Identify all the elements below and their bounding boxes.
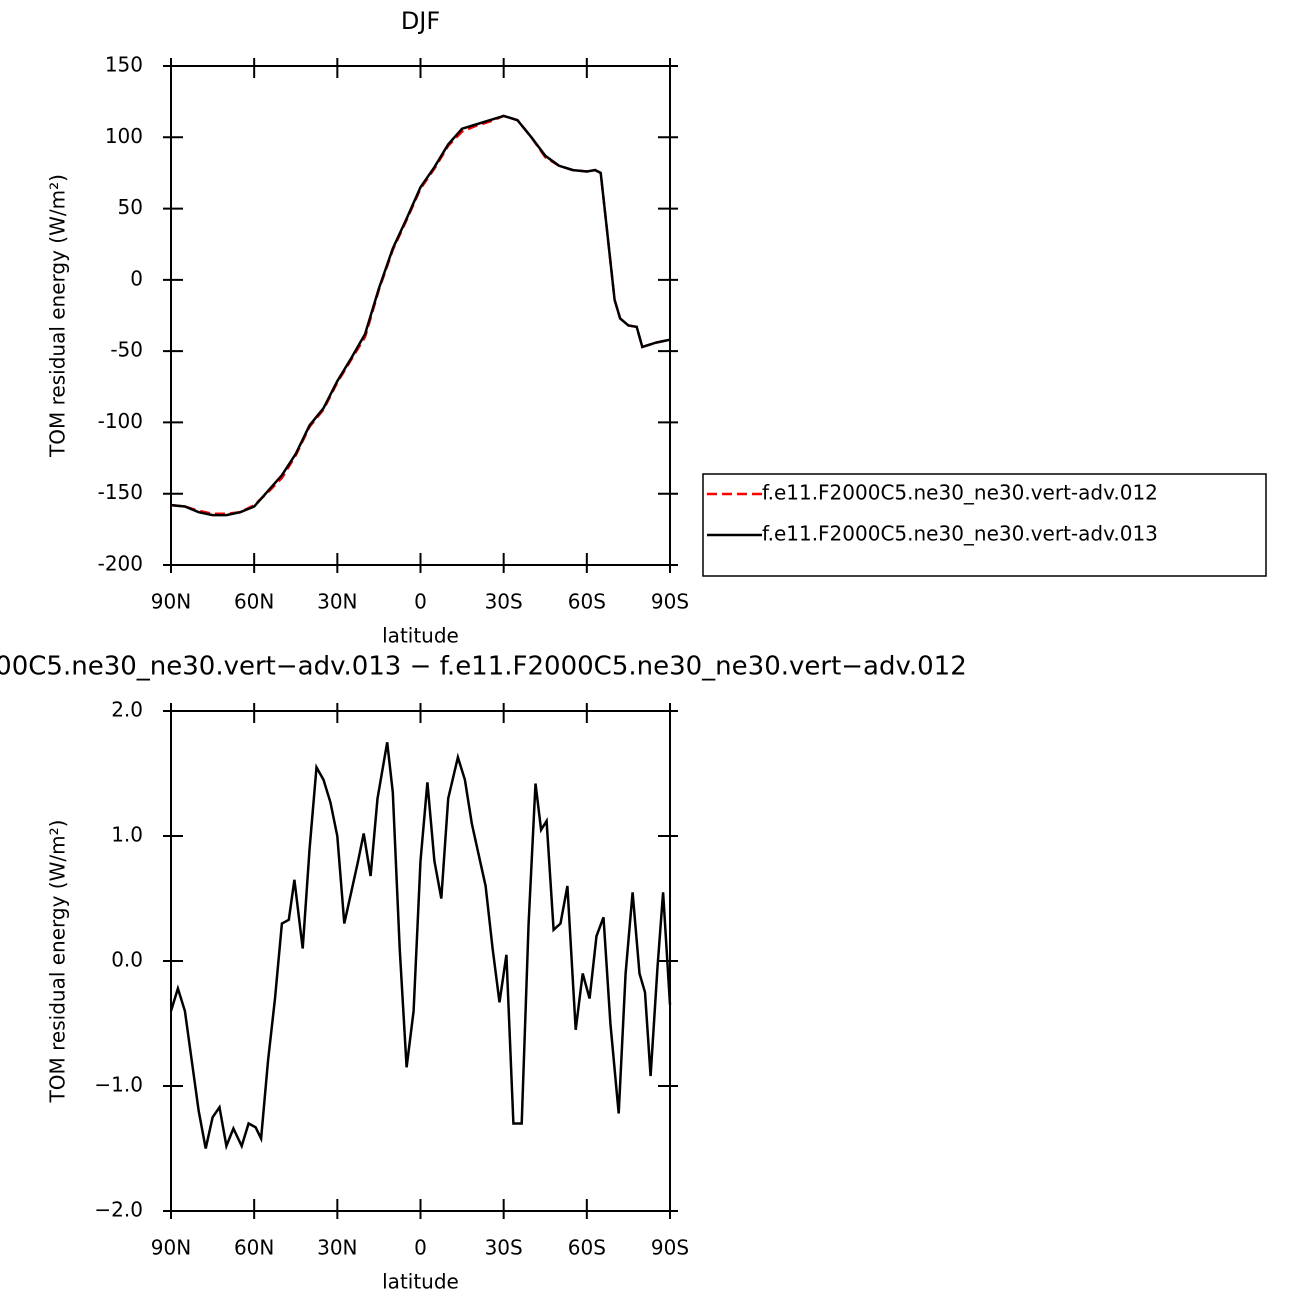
y-axis-label: TOM residual energy (W/m²) xyxy=(46,174,70,458)
data-line xyxy=(169,742,672,1151)
y-tick-label: 1.0 xyxy=(111,823,143,847)
x-tick-label: 30N xyxy=(317,590,357,614)
y-tick-label: −1.0 xyxy=(94,1073,143,1097)
x-tick-label: 90N xyxy=(151,1236,191,1260)
y-tick-label: -100 xyxy=(98,409,143,433)
y-tick-label: 2.0 xyxy=(111,698,143,722)
x-tick-label: 60S xyxy=(568,590,606,614)
x-tick-label: 60N xyxy=(234,590,274,614)
legend-box xyxy=(702,473,1267,577)
legend-label: f.e11.F2000C5.ne30_ne30.vert-adv.013 xyxy=(762,522,1158,546)
y-tick-label: 100 xyxy=(105,124,143,148)
y-tick-label: -200 xyxy=(98,552,143,576)
y-tick-label: -50 xyxy=(110,338,143,362)
y-axis-label: TOM residual energy (W/m²) xyxy=(46,820,70,1104)
x-tick-label: 30N xyxy=(317,1236,357,1260)
y-tick-label: 50 xyxy=(118,195,143,219)
x-tick-label: 60S xyxy=(568,1236,606,1260)
x-tick-label: 0 xyxy=(414,590,427,614)
x-tick-label: 60N xyxy=(234,1236,274,1260)
x-tick-label: 30S xyxy=(485,590,523,614)
legend-label: f.e11.F2000C5.ne30_ne30.vert-adv.012 xyxy=(762,481,1158,505)
x-tick-label: 90S xyxy=(651,1236,689,1260)
y-tick-label: 150 xyxy=(105,53,143,77)
plot-frame xyxy=(170,65,671,566)
y-tick-label: -150 xyxy=(98,480,143,504)
data-line xyxy=(170,114,671,517)
y-tick-label: 0 xyxy=(130,266,143,290)
chart-title: f.e11.F2000C5.ne30_ne30.vert−adv.013 − f… xyxy=(0,652,967,682)
chart-title: DJF xyxy=(401,7,440,35)
y-tick-label: −2.0 xyxy=(94,1198,143,1222)
y-tick-label: 0.0 xyxy=(111,948,143,972)
plot-frame xyxy=(170,710,671,1212)
x-tick-label: 30S xyxy=(485,1236,523,1260)
x-tick-label: 0 xyxy=(414,1236,427,1260)
data-line xyxy=(170,114,671,515)
x-tick-label: 90S xyxy=(651,590,689,614)
x-axis-label: latitude xyxy=(382,624,459,648)
x-tick-label: 90N xyxy=(151,590,191,614)
x-axis-label: latitude xyxy=(382,1270,459,1294)
